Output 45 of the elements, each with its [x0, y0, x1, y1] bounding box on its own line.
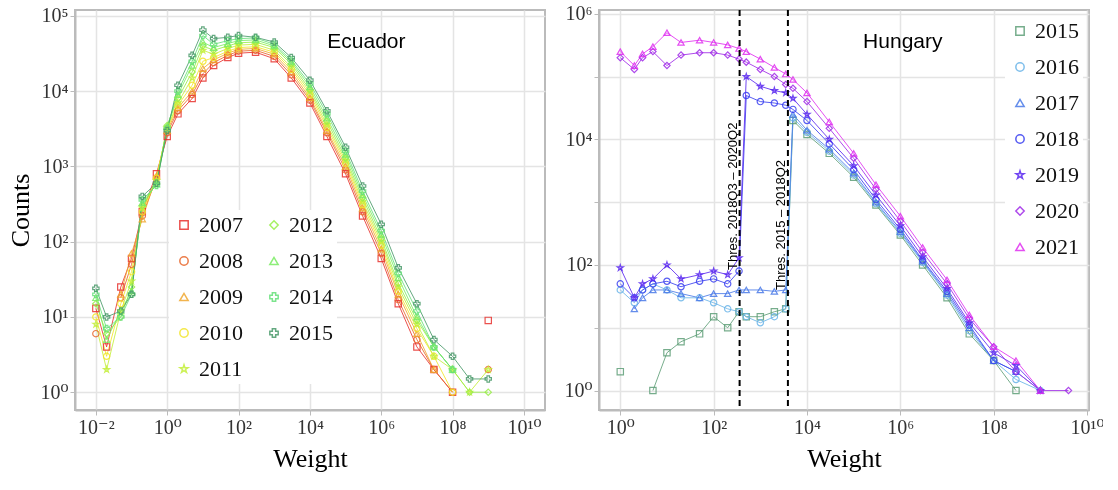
legend-label: 2010	[199, 320, 243, 345]
y-tick-label: 10³	[42, 154, 69, 177]
legend-label: 2017	[1035, 90, 1079, 115]
y-tick-label: 10⁴	[41, 79, 69, 102]
legend-label: 2013	[289, 248, 333, 273]
x-tick-label: 10⁰	[606, 415, 635, 438]
y-tick-label: 10¹	[42, 305, 69, 328]
x-tick-label: 10⁶	[887, 415, 915, 438]
x-axis-title: Weight	[807, 443, 883, 473]
x-tick-label: 10⁴	[794, 415, 821, 438]
legend-label: 2012	[289, 212, 333, 237]
x-tick-label: 10¹⁰	[507, 415, 542, 438]
y-tick-label: 10⁰	[564, 379, 593, 402]
legend-label: 2011	[199, 356, 243, 381]
y-tick-label: 10⁶	[565, 2, 593, 25]
legend-label: 2018	[1035, 126, 1079, 151]
x-tick-label: 10⁴	[296, 415, 324, 438]
legend-label: 2020	[1035, 198, 1079, 223]
y-tick-label: 10²	[42, 230, 69, 253]
legend-label: 2007	[199, 212, 243, 237]
y-tick-label: 10⁴	[565, 127, 593, 150]
legend-label: 2015	[289, 320, 333, 345]
y-tick-label: 10⁵	[41, 4, 69, 27]
legend-label: 2009	[199, 284, 243, 309]
x-tick-label: 10²	[226, 415, 253, 438]
legend-label: 2016	[1035, 54, 1079, 79]
text: Ecuador	[327, 29, 406, 52]
ref-line-label: Thres. 2018Q3 – 2020Q2	[724, 122, 740, 270]
y-axis-title: Counts	[6, 173, 36, 248]
x-axis-title: Weight	[273, 443, 349, 473]
legend-label: 2015	[1035, 18, 1079, 43]
text: Hungary	[863, 29, 943, 52]
legend-label: 2019	[1035, 162, 1079, 187]
legend-label: 2014	[289, 284, 333, 309]
x-tick-label: 10⁸	[439, 415, 467, 438]
legend-label: 2021	[1035, 234, 1079, 259]
x-tick-label: 10⁻²	[78, 415, 115, 438]
legend-label: 2008	[199, 248, 243, 273]
x-tick-label: 10²	[701, 415, 728, 438]
x-tick-label: 10⁸	[980, 415, 1008, 438]
x-tick-label: 10⁰	[153, 415, 182, 438]
y-tick-label: 10²	[566, 253, 593, 276]
ref-line-label: Thres. 2015 – 2018Q2	[772, 159, 788, 290]
y-tick-label: 10⁰	[40, 380, 69, 403]
x-tick-label: 10⁶	[368, 415, 396, 438]
